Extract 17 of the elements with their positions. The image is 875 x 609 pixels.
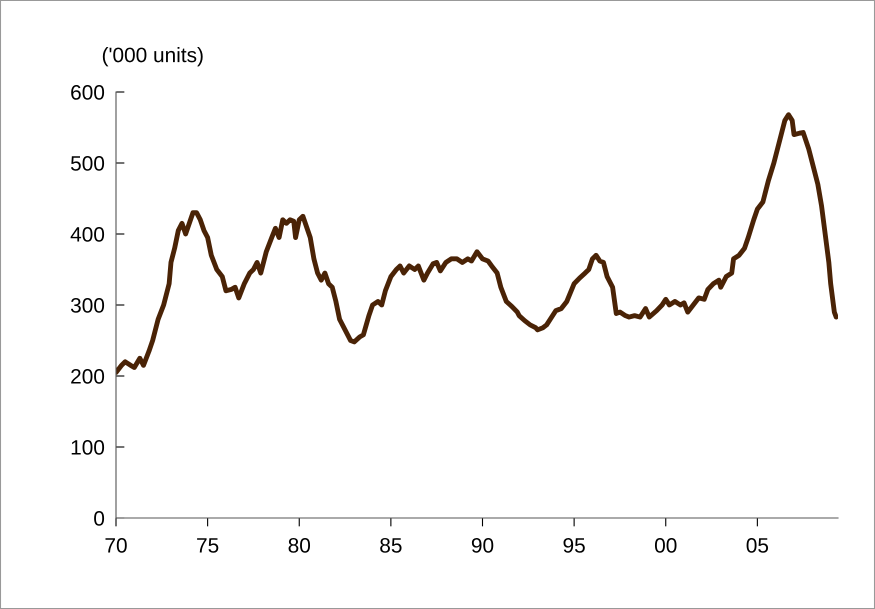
y-tick-label: 600 <box>71 85 104 100</box>
x-tick-label: 85 <box>380 538 402 553</box>
line-series <box>116 112 838 375</box>
y-tick-label: 300 <box>70 298 104 313</box>
y-tick-label: 500 <box>70 156 104 171</box>
x-tick-label: 70 <box>105 538 127 553</box>
x-tick-label: 05 <box>746 538 768 553</box>
x-tick-label: 80 <box>288 538 310 553</box>
y-tick-label: 0 <box>94 511 104 526</box>
x-tick-label: 75 <box>197 538 218 553</box>
x-tick-label: 00 <box>654 538 677 553</box>
x-tick-label: 95 <box>564 538 585 553</box>
y-tick-label: 400 <box>70 227 104 242</box>
y-tick-label: 100 <box>72 440 104 455</box>
y-tick-label: 200 <box>71 369 104 384</box>
x-tick-label: 90 <box>472 538 494 553</box>
y-axis-title: ('000 units) <box>102 47 203 66</box>
